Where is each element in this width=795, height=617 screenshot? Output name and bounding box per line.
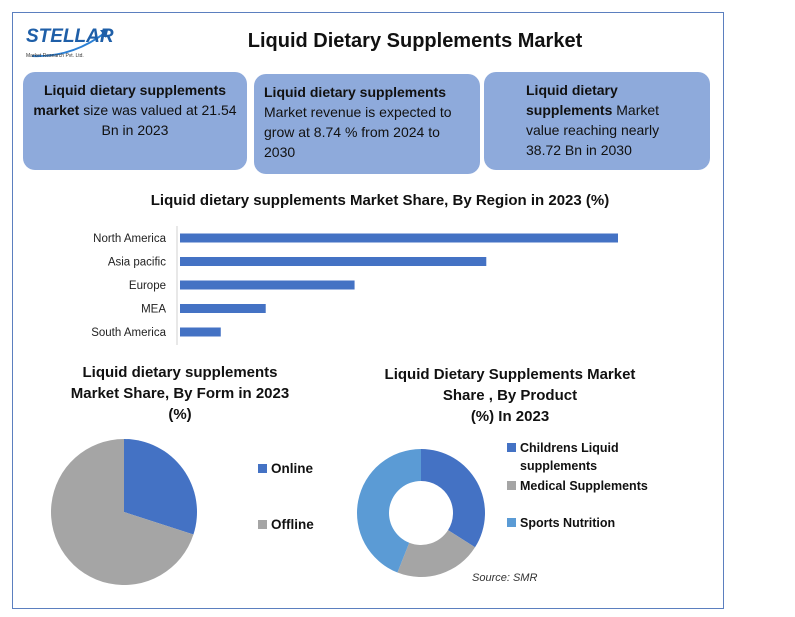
bar-south-america <box>180 327 221 337</box>
legend-swatch <box>507 518 516 527</box>
source-note: Source: SMR <box>472 572 538 584</box>
legend-swatch <box>507 481 516 490</box>
product-chart-title: Liquid Dietary Supplements Market Share ,… <box>360 364 660 427</box>
bar-europe <box>180 280 355 290</box>
legend-swatch <box>507 443 516 452</box>
title-line: (%) In 2023 <box>470 408 550 425</box>
title-line: Liquid dietary supplements <box>82 364 278 381</box>
legend-label: Online <box>271 461 314 476</box>
legend-label: Medical Supplements <box>520 479 648 493</box>
bar-category-label: Asia pacific <box>108 257 166 269</box>
stat-box-growth: Liquid dietary supplements Market revenu… <box>254 74 480 174</box>
bar-category-label: North America <box>93 233 166 245</box>
legend-medical: Medical Supplements <box>507 477 648 495</box>
legend-childrens: Childrens Liquid supplements <box>507 439 637 475</box>
bar-mea <box>180 304 266 313</box>
product-donut-slice-medical-supplements <box>397 530 476 577</box>
bar-category-label: MEA <box>141 304 166 316</box>
stellar-logo: STELLAR Market Research Pvt. Ltd. <box>22 22 114 62</box>
bar-asia-pacific <box>180 257 487 266</box>
legend-label: Sports Nutrition <box>520 516 616 530</box>
bar-north-america <box>180 233 618 243</box>
legend-label: Childrens Liquid supplements <box>520 441 619 473</box>
stat-box-bold: Liquid dietary supplements <box>264 84 447 100</box>
logo-swoosh-icon <box>31 30 108 58</box>
title-line: Share , By Product <box>442 387 578 404</box>
stat-box-text: size was valued at 21.54 Bn in 2023 <box>79 102 237 138</box>
bar-category-label: South America <box>91 327 166 339</box>
stat-box-text: Market revenue is expected to grow at 8.… <box>264 104 452 160</box>
stat-box-text: Market value reaching nearly 38.72 Bn in… <box>526 102 660 158</box>
bar-category-label: Europe <box>129 280 166 292</box>
legend-offline: Offline <box>258 516 314 534</box>
form-pie-slice-online <box>124 439 197 535</box>
product-donut-slice-childrens-liquid-supplements <box>421 449 485 548</box>
stat-box-bold: Liquid dietary supplements <box>526 82 618 118</box>
legend-label: Offline <box>271 517 314 532</box>
stat-box-market-size: Liquid dietary supplements market size w… <box>23 72 247 170</box>
legend-online: Online <box>258 460 313 478</box>
title-line: (%) <box>168 406 192 423</box>
form-pie-slice-offline <box>50 439 194 585</box>
form-chart-title: Liquid dietary supplements Market Share, … <box>40 362 320 425</box>
logo-tagline: Market Research Pvt. Ltd. <box>26 53 84 59</box>
page-title: Liquid Dietary Supplements Market <box>247 30 583 52</box>
stat-box-bold: Liquid dietary supplements market <box>33 82 227 118</box>
region-chart-title: Liquid dietary supplements Market Share,… <box>150 192 610 209</box>
legend-swatch <box>258 464 267 473</box>
logo-name: STELLAR <box>26 26 114 47</box>
product-donut-slice-sports-nutrition <box>357 449 421 573</box>
title-line: Liquid Dietary Supplements Market <box>384 366 636 383</box>
legend-swatch <box>258 520 267 529</box>
title-line: Market Share, By Form in 2023 <box>70 385 290 402</box>
legend-sports: Sports Nutrition <box>507 514 615 532</box>
stat-box-forecast: Liquid dietary supplements Market value … <box>484 72 710 170</box>
